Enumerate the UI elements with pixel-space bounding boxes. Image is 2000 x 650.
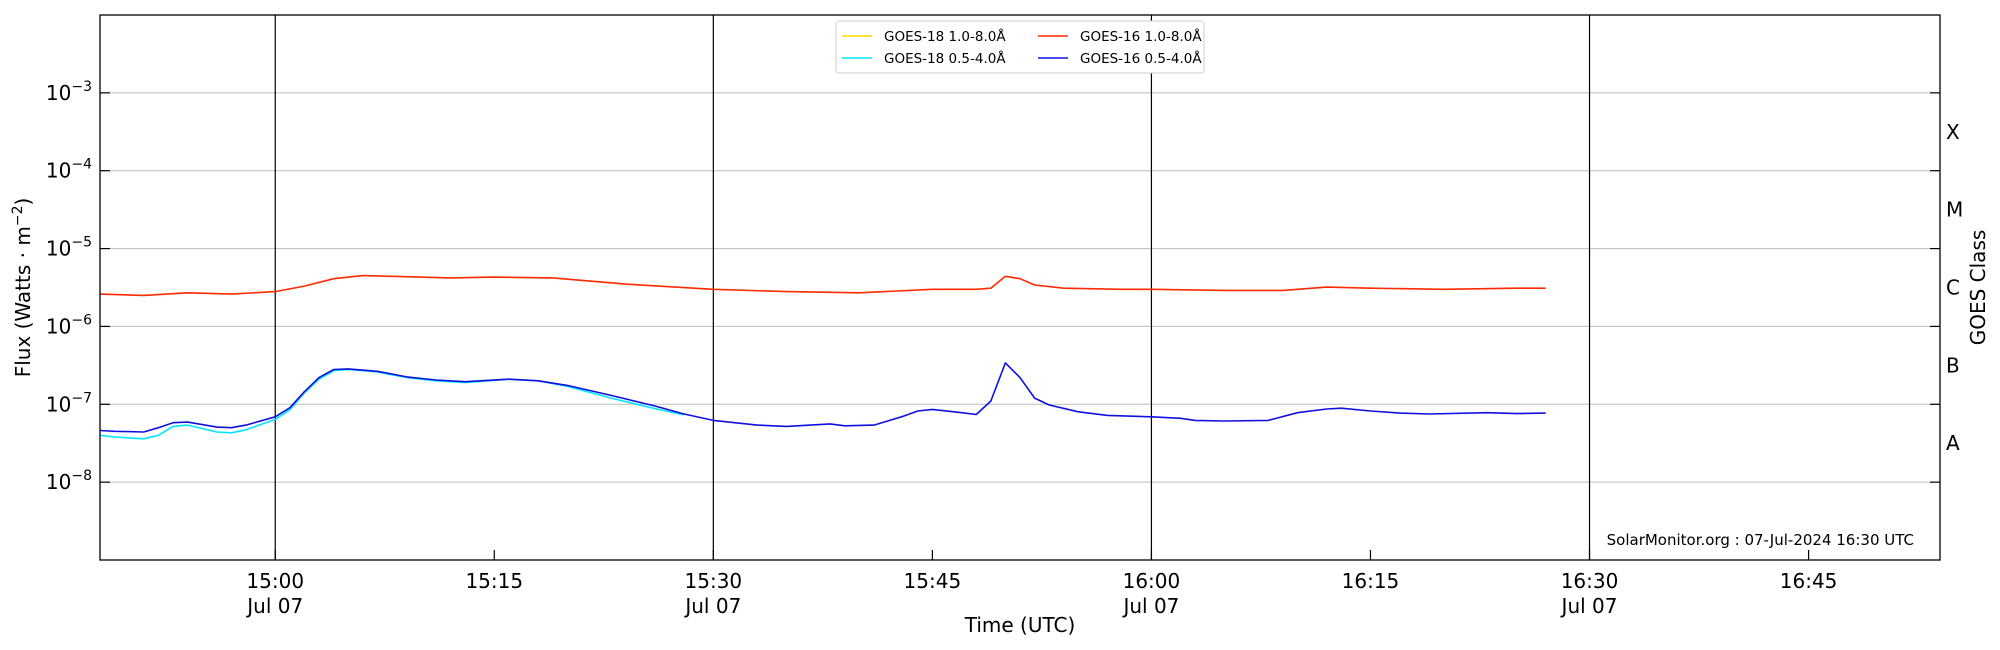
y-tick-label: 10−5: [46, 235, 92, 261]
legend-label: GOES-18 1.0-8.0Å: [884, 28, 1006, 45]
x-tick-date-label: Jul 07: [683, 594, 741, 618]
x-tick-date-label: Jul 07: [1121, 594, 1179, 618]
legend-label: GOES-18 0.5-4.0Å: [884, 50, 1006, 67]
series-line-3: [99, 362, 1546, 433]
goes-class-label: C: [1946, 276, 1960, 300]
goes-class-label: X: [1946, 120, 1960, 144]
x-tick-date-label: Jul 07: [245, 594, 303, 618]
plot-frame: [99, 14, 1941, 561]
y-tick-exponent: −5: [71, 235, 92, 251]
goes-class-label: B: [1946, 353, 1960, 377]
goes-class-label: M: [1946, 198, 1963, 222]
y-tick-label: 10−4: [46, 157, 92, 183]
vertical-day-lines: [274, 15, 1591, 560]
y-tick-base: 10: [46, 470, 71, 494]
y-tick-base: 10: [46, 159, 71, 183]
legend-label: GOES-16 0.5-4.0Å: [1080, 50, 1202, 67]
y-tick-label: 10−7: [46, 390, 92, 416]
series-layer: [99, 274, 1546, 440]
series-line-1: [99, 274, 1546, 297]
y-axis-title: Flux (Watts · m−2): [10, 198, 35, 378]
goes-class-axis-title: GOES Class: [1966, 230, 1990, 346]
y-tick-exponent: −3: [71, 79, 92, 95]
y-axis-title-main: Flux (Watts · m: [11, 226, 35, 377]
source-annotation: SolarMonitor.org : 07-Jul-2024 16:30 UTC: [1607, 531, 1914, 549]
y-tick-base: 10: [46, 392, 71, 416]
grid-layer: [100, 92, 1940, 483]
legend-box: [835, 20, 1205, 74]
x-tick-label: 15:15: [465, 569, 523, 593]
y-axis-title-close: ): [11, 198, 35, 206]
goes-class-label: A: [1946, 431, 1960, 455]
legend: GOES-18 1.0-8.0Å GOES-16 1.0-8.0Å GOES-18 …: [835, 20, 1205, 74]
y-tick-base: 10: [46, 81, 71, 105]
y-tick-label: 10−3: [46, 79, 92, 105]
legend-label: GOES-16 1.0-8.0Å: [1080, 28, 1202, 45]
x-tick-label: 15:00: [246, 569, 304, 593]
y-tick-exponent: −4: [71, 157, 92, 173]
y-tick-exponent: −7: [71, 390, 92, 406]
y-tick-label: 10−6: [46, 312, 92, 338]
y-tick-base: 10: [46, 237, 71, 261]
x-tick-label: 16:45: [1780, 569, 1838, 593]
x-tick-label: 15:30: [685, 569, 743, 593]
y-tick-label: 10−8: [46, 468, 92, 494]
y-tick-exponent: −8: [71, 468, 92, 484]
x-tick-label: 15:45: [904, 569, 962, 593]
y-tick-exponent: −6: [71, 312, 92, 328]
y-axis-title-exponent: −2: [10, 206, 26, 227]
x-axis-title: Time (UTC): [964, 613, 1076, 637]
x-tick-label: 16:15: [1342, 569, 1400, 593]
x-tick-label: 16:00: [1123, 569, 1181, 593]
x-tick-date-label: Jul 07: [1560, 594, 1618, 618]
x-tick-label: 16:30: [1561, 569, 1619, 593]
y-tick-base: 10: [46, 314, 71, 338]
